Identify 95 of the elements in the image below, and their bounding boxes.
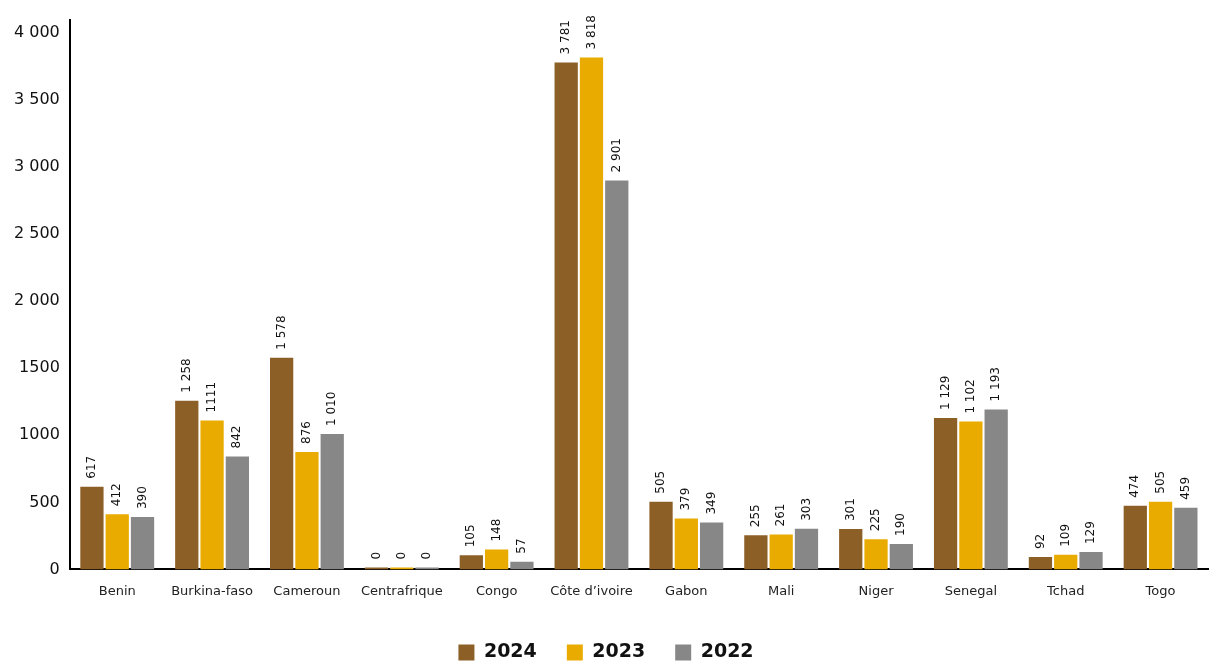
bar [839,529,863,570]
data-label: 459 [1177,476,1192,500]
bar [390,567,414,570]
data-label: 1 578 [273,315,288,350]
data-label: 0 [368,551,383,560]
bar [295,451,319,570]
data-label: 842 [229,425,244,449]
data-label: 1 010 [324,391,339,426]
data-label: 1 102 [963,379,977,414]
data-label: 303 [798,497,813,521]
bar [889,543,913,570]
data-label: 3 781 [558,20,573,55]
data-label: 105 [463,524,478,548]
data-label: 505 [653,470,668,494]
bar [605,180,629,570]
data-label: 109 [1057,523,1072,547]
data-label: 379 [678,487,693,511]
x-tick-label: Côte d’ivoire [550,582,633,598]
y-tick-label: 2 500 [13,223,60,243]
data-label: 57 [514,538,529,554]
bar [649,501,673,570]
bar [554,62,578,570]
bar [1028,557,1053,570]
y-tick-label: 1000 [19,424,60,444]
data-label: 261 [773,503,788,527]
data-label: 1 193 [988,367,1003,402]
x-tick-label: Tchad [1046,582,1085,598]
bar [459,555,483,570]
bar [1174,507,1198,570]
data-label: 505 [1152,470,1167,494]
data-label: 412 [109,483,124,507]
data-label: 474 [1127,474,1142,498]
bar [794,528,819,570]
data-label: 148 [488,518,503,542]
x-tick-label: Burkina-faso [171,582,254,598]
data-label: 1111 [204,381,219,413]
y-tick-label: 4 000 [13,22,60,42]
x-tick-label: Togo [1144,582,1176,598]
bar [364,567,389,570]
bar [674,518,698,570]
legend-label: 2023 [592,639,646,662]
data-label: 1 129 [937,375,952,410]
y-tick-label: 3 000 [13,156,60,176]
data-label: 92 [1032,533,1047,550]
x-tick-label: Centrafrique [360,582,443,598]
data-label: 301 [842,498,857,522]
data-label: 190 [893,513,908,536]
x-tick-label: Mali [767,582,795,598]
bar [579,57,604,570]
data-label: 129 [1083,521,1098,545]
bar [1148,501,1173,570]
bar [1123,505,1147,570]
x-tick-label: Senegal [944,582,998,598]
bar [984,409,1008,570]
bar [320,433,344,570]
data-label: 225 [868,508,883,532]
y-tick-label: 2 000 [13,290,60,310]
data-label: 255 [748,504,763,528]
bar [484,549,509,570]
data-label: 0 [419,551,434,560]
data-label: 2 901 [608,138,623,173]
bar [699,522,724,570]
bar [130,517,155,570]
y-tick-label: 500 [29,491,60,511]
legend-label: 2022 [700,639,754,662]
data-label: 0 [393,551,408,560]
x-tick-label: Gabon [665,582,708,598]
bar [1079,552,1103,570]
y-tick-label: 1500 [19,357,60,377]
bar [510,561,534,570]
bar [959,421,983,570]
bar [864,539,888,570]
data-label: 876 [299,421,314,444]
bar [933,418,958,570]
bar [225,456,250,570]
bar [175,400,199,570]
x-tick-label: Cameroun [273,582,341,598]
bar [80,486,104,570]
bar [105,514,129,570]
bar [270,357,294,570]
x-tick-label: Congo [475,582,518,598]
bar [1054,554,1078,570]
bar [769,534,793,570]
x-tick-label: Benin [98,582,136,598]
x-tick-label: Niger [858,582,895,598]
bar [744,535,768,570]
data-label: 3 818 [583,15,598,50]
y-tick-label: 0 [49,558,60,578]
bar [200,420,224,570]
legend-label: 2024 [483,639,537,662]
data-label: 390 [134,486,149,510]
data-label: 349 [703,491,718,515]
data-label: 1 258 [178,358,193,393]
y-tick-label: 3 500 [13,89,60,109]
data-label: 617 [84,455,99,479]
